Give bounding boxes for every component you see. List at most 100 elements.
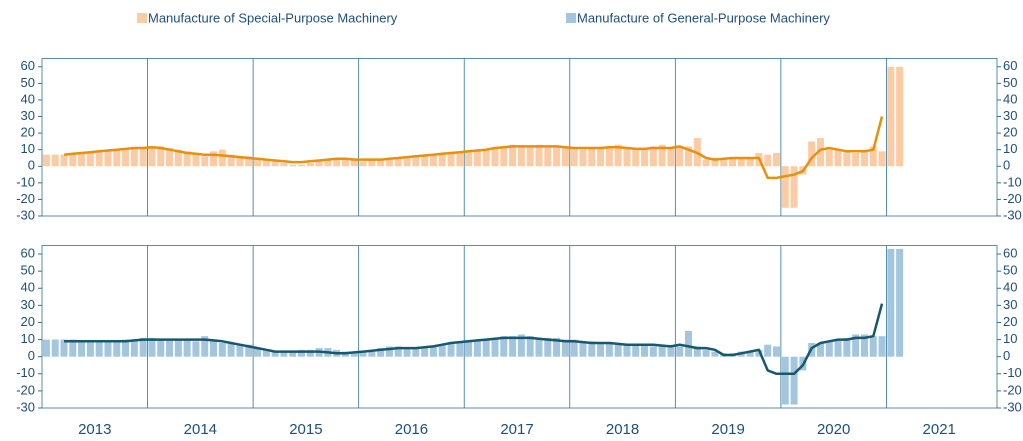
bar [166,339,174,357]
bar [104,149,112,167]
bar [245,344,253,357]
bar [526,146,534,167]
bar [869,336,877,357]
x-tick-label: 2018 [606,421,639,438]
bar [254,348,262,357]
bar [429,154,437,167]
bar [403,348,411,357]
bar [385,346,393,357]
bar [746,351,754,357]
bar [60,339,68,357]
bar [535,144,543,167]
bar [236,344,244,357]
bar [236,156,244,167]
bar [280,162,288,167]
bar [403,157,411,167]
legend-label: Manufacture of General-Purpose Machinery [577,10,830,25]
bar [210,341,218,357]
y2-tick-label: 0 [1003,158,1010,173]
bar [306,162,314,167]
y2-tick-label: 30 [1003,108,1017,123]
bar [491,337,499,357]
bar [720,159,728,167]
bar [174,339,182,357]
bar [95,341,103,357]
y-tick-label: 50 [21,263,35,278]
bar [359,161,367,167]
bar [658,346,666,357]
bar [306,349,314,357]
bar [570,148,578,167]
bar [42,154,50,167]
y2-tick-label: 60 [1003,245,1017,260]
bar [377,348,385,357]
y2-tick-label: 40 [1003,280,1017,295]
y-tick-label: 60 [21,245,35,260]
bar [781,356,789,405]
bar [667,148,675,167]
bar [641,344,649,357]
y2-tick-label: -20 [1003,191,1022,206]
bar [350,159,358,167]
bar [579,341,587,357]
bar [632,149,640,167]
bar [517,146,525,167]
bar [658,144,666,167]
trend-line [64,303,884,376]
legend-label: Manufacture of Special-Purpose Machinery [148,10,398,25]
y-tick-label: 40 [21,91,35,106]
bar [113,341,121,357]
bar [130,339,138,357]
bar [553,337,561,357]
bar [78,153,86,167]
bar [597,343,605,357]
bar [825,341,833,357]
bar [271,351,279,357]
bar [465,341,473,357]
y-tick-label: 10 [21,141,35,156]
trend-line [63,116,884,180]
y2-tick-label: 20 [1003,314,1017,329]
y-tick-label: 10 [21,331,35,346]
bar [737,157,745,167]
bar [588,341,596,357]
bar [561,146,569,167]
bar [86,341,94,357]
bar [394,157,402,167]
bar [341,159,349,167]
bar [192,154,200,167]
bar [482,149,490,167]
bar [183,151,191,167]
bar [693,346,701,357]
bar [553,146,561,167]
bar [368,349,376,357]
x-tick-label: 2014 [184,421,217,438]
bar [218,343,226,357]
bar [447,153,455,167]
y2-tick-label: -10 [1003,174,1022,189]
bar [51,154,59,167]
bar [421,348,429,357]
bar [359,351,367,357]
y-tick-label: -20 [16,191,35,206]
bar [816,138,824,167]
y2-tick-label: -20 [1003,382,1022,397]
y2-tick-label: 0 [1003,348,1010,363]
x-tick-label: 2021 [923,421,956,438]
y2-tick-label: 20 [1003,125,1017,140]
bar [254,157,262,167]
bar [227,343,235,357]
bar [157,146,165,167]
bar [78,341,86,357]
bar [289,164,297,167]
bar [465,151,473,167]
bar [69,153,77,167]
bar [764,154,772,167]
bar [86,151,94,167]
bar [280,351,288,357]
bar [429,346,437,357]
bar [166,148,174,167]
bar [632,344,640,357]
bar [834,149,842,167]
bar [456,153,464,167]
